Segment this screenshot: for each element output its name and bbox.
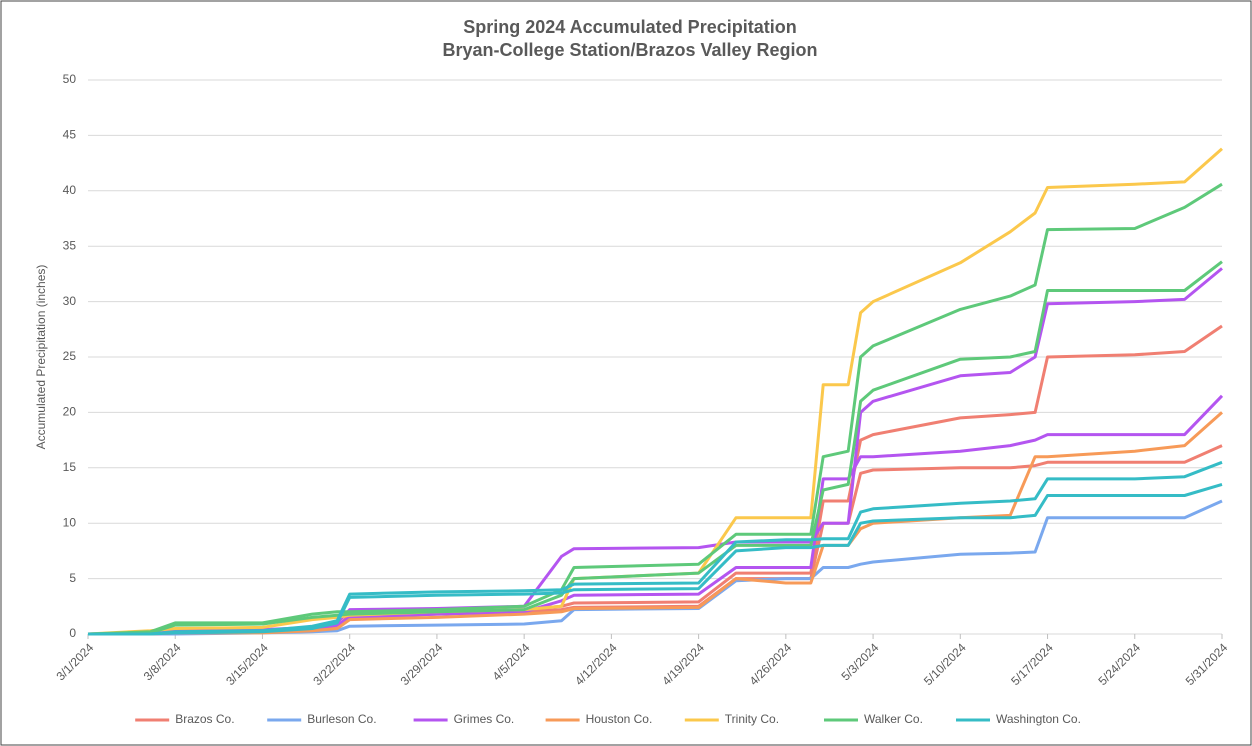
y-tick-label: 15	[63, 460, 77, 474]
series-line	[88, 411, 1223, 636]
legend-label: Trinity Co.	[725, 712, 779, 726]
y-tick-label: 20	[63, 405, 77, 419]
y-tick-label: 25	[63, 349, 77, 363]
y-tick-label: 5	[69, 571, 76, 585]
legend-label: Grimes Co.	[454, 712, 515, 726]
y-tick-label: 0	[69, 626, 76, 640]
series-line	[87, 260, 1223, 636]
y-tick-label: 35	[63, 238, 77, 252]
y-tick-label: 40	[63, 183, 77, 197]
series-line	[87, 182, 1223, 636]
series-line	[87, 147, 1223, 636]
y-axis-label: Accumulated Precipitation (inches)	[34, 265, 48, 450]
y-tick-label: 30	[63, 294, 77, 308]
y-tick-label: 45	[63, 128, 77, 142]
legend-label: Houston Co.	[586, 712, 653, 726]
legend-label: Brazos Co.	[175, 712, 234, 726]
legend-label: Walker Co.	[864, 712, 923, 726]
legend-label: Burleson Co.	[307, 712, 376, 726]
legend-label: Washington Co.	[996, 712, 1081, 726]
y-tick-label: 50	[63, 72, 77, 86]
y-tick-label: 10	[63, 515, 77, 529]
chart-subtitle: Bryan-College Station/Brazos Valley Regi…	[442, 40, 817, 60]
series-line	[88, 482, 1223, 636]
chart-title: Spring 2024 Accumulated Precipitation	[463, 17, 796, 37]
series-line	[88, 460, 1223, 636]
